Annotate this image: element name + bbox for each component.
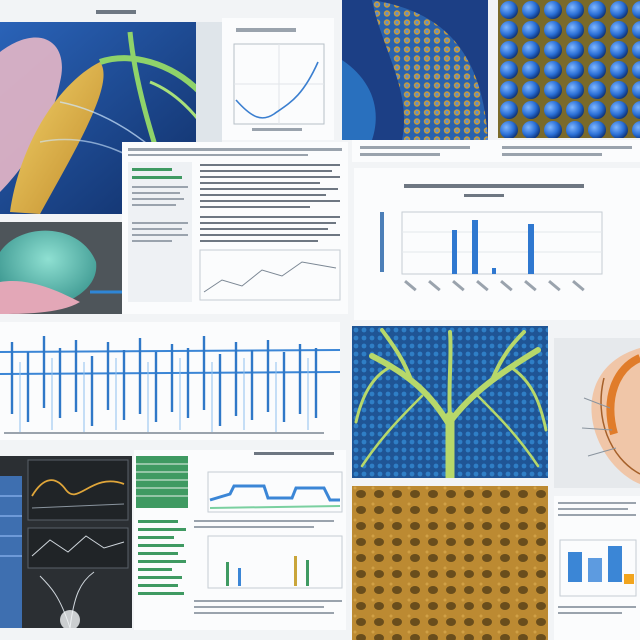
right-edge-doc-art	[558, 502, 637, 614]
scaly-texture	[342, 0, 488, 140]
branching-tree-art	[352, 326, 548, 478]
right-edge-document	[554, 496, 640, 640]
dark-lab-panel	[0, 456, 132, 628]
porous-gold-texture	[352, 486, 548, 640]
bar-chart-page	[354, 168, 640, 320]
orange-specimen	[554, 338, 640, 488]
anatomy-illustration	[0, 22, 222, 214]
dense-document-page	[122, 142, 348, 314]
green-table-art	[136, 452, 343, 614]
caption-strip-1	[352, 140, 640, 162]
blue-spheres-art	[498, 0, 640, 138]
anatomy-caption-scribble	[96, 8, 136, 16]
scaly-texture-art	[342, 0, 488, 140]
teal-organ-art	[0, 222, 122, 314]
teal-organ	[0, 222, 122, 314]
porous-gold-art	[352, 486, 548, 640]
blue-waveform-strip	[0, 322, 340, 440]
branching-tree-texture	[352, 326, 548, 478]
anatomy-illustration-art	[0, 22, 222, 214]
blue-spheres	[498, 0, 640, 138]
line-chart-art	[233, 28, 325, 131]
blue-waveform-art	[0, 336, 340, 434]
dark-lab-art	[0, 459, 129, 628]
orange-specimen-art	[581, 348, 640, 484]
dense-document-art	[128, 148, 342, 302]
green-table-page	[134, 450, 346, 630]
bar-chart-art	[380, 184, 603, 292]
line-chart-fragment	[222, 18, 334, 140]
